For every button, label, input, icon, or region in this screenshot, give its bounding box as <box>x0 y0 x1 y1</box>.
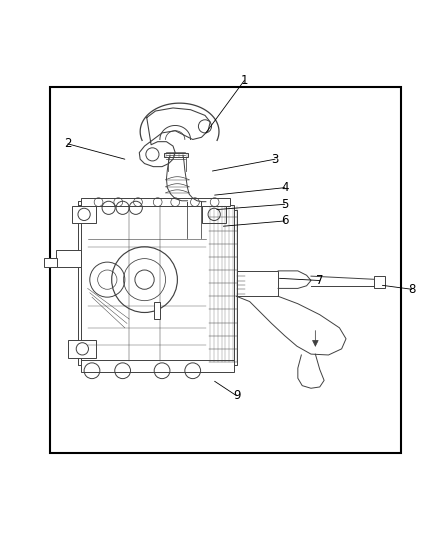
Text: 2: 2 <box>64 138 72 150</box>
Text: 8: 8 <box>408 283 415 296</box>
Bar <box>202 206 226 223</box>
Bar <box>164 152 188 157</box>
Bar <box>81 198 230 206</box>
Bar <box>50 87 401 453</box>
Bar <box>81 360 234 373</box>
Bar <box>44 258 57 268</box>
Text: 7: 7 <box>316 274 324 287</box>
Text: 9: 9 <box>233 389 240 402</box>
Bar <box>154 302 160 319</box>
Bar <box>72 206 96 223</box>
Text: 1: 1 <box>240 74 248 87</box>
Bar <box>68 340 96 358</box>
Bar <box>237 271 278 296</box>
Text: 3: 3 <box>272 152 279 166</box>
Text: 6: 6 <box>281 214 289 228</box>
Bar <box>374 276 385 288</box>
Text: 4: 4 <box>281 181 289 194</box>
Text: 5: 5 <box>281 198 288 211</box>
Bar <box>81 205 234 361</box>
Bar <box>56 250 81 268</box>
